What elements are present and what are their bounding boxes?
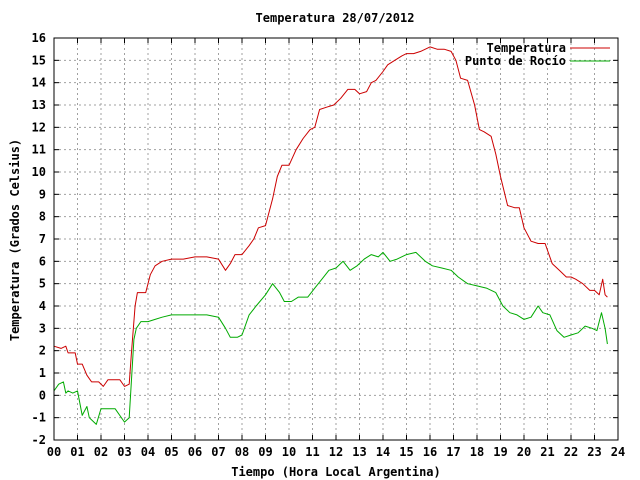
y-tick-label: 14 bbox=[32, 76, 46, 90]
y-tick-label: 0 bbox=[39, 388, 46, 402]
x-tick-label: 20 bbox=[517, 445, 531, 459]
x-tick-label: 19 bbox=[493, 445, 507, 459]
y-tick-label: 4 bbox=[39, 299, 46, 313]
y-tick-label: 12 bbox=[32, 120, 46, 134]
x-tick-label: 24 bbox=[611, 445, 625, 459]
series-line-punto-de-rocio bbox=[53, 251, 608, 425]
x-tick-label: 11 bbox=[305, 445, 319, 459]
x-tick-label: 06 bbox=[188, 445, 202, 459]
x-tick-label: 21 bbox=[540, 445, 554, 459]
legend: Temperatura Punto de Rocío bbox=[465, 41, 610, 68]
x-tick-label: 16 bbox=[423, 445, 437, 459]
x-tick-label: 04 bbox=[141, 445, 155, 459]
x-tick-label: 23 bbox=[587, 445, 601, 459]
chart-title: Temperatura 28/07/2012 bbox=[256, 11, 415, 25]
y-tick-label: 2 bbox=[39, 344, 46, 358]
x-tick-label: 17 bbox=[446, 445, 460, 459]
x-tick-label: 01 bbox=[70, 445, 84, 459]
y-axis-label: Temperatura (Grados Celsius) bbox=[8, 139, 22, 341]
y-tick-label: 6 bbox=[39, 254, 46, 268]
x-axis-ticks: 00 01 02 03 04 05 06 07 08 09 10 11 12 13 14 15 16 17 18 19… bbox=[47, 38, 625, 459]
y-tick-label: 16 bbox=[32, 31, 46, 45]
x-tick-label: 08 bbox=[235, 445, 249, 459]
x-tick-label: 09 bbox=[258, 445, 272, 459]
y-tick-label: 11 bbox=[32, 143, 46, 157]
x-tick-label: 14 bbox=[376, 445, 390, 459]
x-tick-label: 13 bbox=[352, 445, 366, 459]
y-tick-label: 9 bbox=[39, 187, 46, 201]
y-tick-label: 10 bbox=[32, 165, 46, 179]
y-tick-label: 13 bbox=[32, 98, 46, 112]
x-tick-label: 15 bbox=[399, 445, 413, 459]
x-tick-label: 00 bbox=[47, 445, 61, 459]
x-tick-label: 10 bbox=[282, 445, 296, 459]
x-axis-label: Tiempo (Hora Local Argentina) bbox=[231, 465, 441, 479]
x-tick-label: 12 bbox=[329, 445, 343, 459]
x-tick-label: 02 bbox=[94, 445, 108, 459]
y-tick-label: 15 bbox=[32, 53, 46, 67]
x-tick-label: 22 bbox=[564, 445, 578, 459]
y-tick-label: 3 bbox=[39, 321, 46, 335]
x-tick-label: 03 bbox=[117, 445, 131, 459]
grid bbox=[54, 38, 618, 440]
y-tick-label: 8 bbox=[39, 210, 46, 224]
legend-label-temperatura: Temperatura bbox=[487, 41, 566, 55]
y-tick-label: 5 bbox=[39, 277, 46, 291]
x-tick-label: 18 bbox=[470, 445, 484, 459]
y-tick-label: 1 bbox=[39, 366, 46, 380]
y-tick-label: 7 bbox=[39, 232, 46, 246]
series-line-temperatura bbox=[53, 46, 608, 387]
legend-label-punto-de-rocio: Punto de Rocío bbox=[465, 54, 566, 68]
y-tick-label: -2 bbox=[32, 433, 46, 447]
x-tick-label: 07 bbox=[211, 445, 225, 459]
x-tick-label: 05 bbox=[164, 445, 178, 459]
y-tick-label: -1 bbox=[32, 411, 46, 425]
series-layer bbox=[53, 46, 608, 425]
